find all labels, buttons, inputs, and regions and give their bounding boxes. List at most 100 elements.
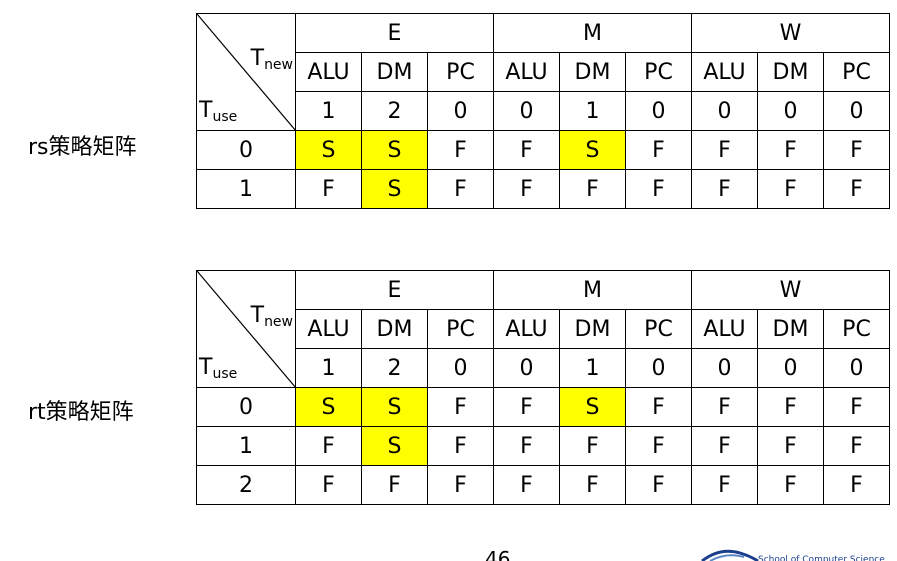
forward-cell: F (493, 169, 560, 209)
tnew-value-cell: 2 (361, 348, 428, 388)
tnew-value-cell: 0 (625, 348, 692, 388)
logo-emblem-icon (701, 549, 759, 561)
rs-matrix-label: rs策略矩阵 (28, 135, 137, 160)
tnew-value-cell: 0 (757, 91, 824, 131)
tnew-value-cell: 2 (361, 91, 428, 131)
tnew-value-cell: 1 (295, 348, 362, 388)
tnew-value-cell: 0 (493, 348, 560, 388)
unit-header-cell: DM (559, 52, 626, 92)
tuse-letter: T (199, 355, 213, 380)
unit-header-cell: ALU (691, 309, 758, 349)
tnew-subscript: new (264, 57, 293, 73)
stall-cell: S (361, 426, 428, 466)
tnew-value-cell: 0 (427, 348, 494, 388)
forward-cell: F (691, 387, 758, 427)
stage-header-e: E (295, 13, 494, 53)
forward-cell: F (691, 426, 758, 466)
stage-header-w: W (691, 270, 890, 310)
tnew-value-cell: 1 (559, 91, 626, 131)
forward-cell: F (559, 169, 626, 209)
tuse-value-cell: 0 (196, 387, 296, 427)
forward-cell: F (493, 426, 560, 466)
unit-header-row: ALU DM PC ALU DM PC ALU DM PC (197, 52, 890, 92)
tuse-subscript: use (212, 109, 238, 125)
rs-strategy-table: Tnew Tuse E M W ALU DM PC ALU DM PC ALU DM PC 1 2 0 0 1 0 0 0… (196, 13, 890, 209)
forward-cell: F (625, 169, 692, 209)
unit-header-cell: DM (757, 52, 824, 92)
school-logo: School of Computer Science (700, 543, 897, 561)
corner-diagonal-line (197, 14, 296, 131)
unit-header-cell: PC (625, 309, 692, 349)
unit-header-cell: ALU (295, 52, 362, 92)
tuse-value-cell: 2 (196, 465, 296, 505)
unit-header-cell: DM (361, 309, 428, 349)
tnew-letter: T (250, 46, 265, 71)
stage-header-w: W (691, 13, 890, 53)
tnew-header: Tnew (250, 303, 293, 330)
tnew-value-cell: 1 (559, 348, 626, 388)
tuse-header: Tuse (199, 355, 238, 382)
tnew-value-cell: 0 (427, 91, 494, 131)
logo-text: School of Computer Science (758, 555, 885, 561)
tuse-value-cell: 1 (196, 426, 296, 466)
forward-cell: F (691, 465, 758, 505)
forward-cell: F (295, 426, 362, 466)
rt-matrix-label: rt策略矩阵 (28, 400, 134, 425)
forward-cell: F (427, 130, 494, 170)
forward-cell: F (823, 465, 890, 505)
tnew-header: Tnew (250, 46, 293, 73)
tnew-value-cell: 0 (757, 348, 824, 388)
tnew-tuse-corner-cell: Tnew Tuse (196, 13, 296, 131)
tuse-subscript: use (212, 366, 238, 382)
stall-cell: S (559, 130, 626, 170)
unit-header-cell: PC (427, 52, 494, 92)
tnew-letter: T (250, 303, 265, 328)
forward-cell: F (757, 387, 824, 427)
forward-cell: F (493, 465, 560, 505)
tnew-value-cell: 1 (295, 91, 362, 131)
forward-cell: F (757, 465, 824, 505)
forward-cell: F (493, 130, 560, 170)
forward-cell: F (559, 426, 626, 466)
forward-cell: F (757, 169, 824, 209)
tnew-value-cell: 0 (823, 348, 890, 388)
forward-cell: F (625, 387, 692, 427)
stall-cell: S (295, 387, 362, 427)
tnew-value-cell: 0 (823, 91, 890, 131)
tnew-tuse-corner-cell: Tnew Tuse (196, 270, 296, 388)
tnew-value-cell: 0 (493, 91, 560, 131)
tuse-value-cell: 1 (196, 169, 296, 209)
unit-header-cell: PC (427, 309, 494, 349)
unit-header-cell: PC (823, 309, 890, 349)
forward-cell: F (757, 426, 824, 466)
unit-header-cell: PC (823, 52, 890, 92)
tuse-value-cell: 0 (196, 130, 296, 170)
forward-cell: F (427, 465, 494, 505)
forward-cell: F (427, 426, 494, 466)
unit-header-cell: ALU (691, 52, 758, 92)
page-number: 46 (485, 549, 511, 561)
forward-cell: F (823, 169, 890, 209)
stall-cell: S (559, 387, 626, 427)
forward-cell: F (691, 130, 758, 170)
tnew-value-cell: 0 (691, 348, 758, 388)
stall-cell: S (361, 130, 428, 170)
stall-cell: S (361, 169, 428, 209)
forward-cell: F (295, 169, 362, 209)
stage-header-e: E (295, 270, 494, 310)
unit-header-cell: DM (757, 309, 824, 349)
corner-diagonal-line (197, 271, 296, 388)
rt-strategy-table: Tnew Tuse E M W ALU DM PC ALU DM PC ALU DM PC 1 2 0 0 1 0 0 0… (196, 270, 890, 505)
tnew-subscript: new (264, 314, 293, 330)
forward-cell: F (625, 426, 692, 466)
forward-cell: F (823, 387, 890, 427)
tnew-value-cell: 0 (625, 91, 692, 131)
unit-header-cell: DM (361, 52, 428, 92)
